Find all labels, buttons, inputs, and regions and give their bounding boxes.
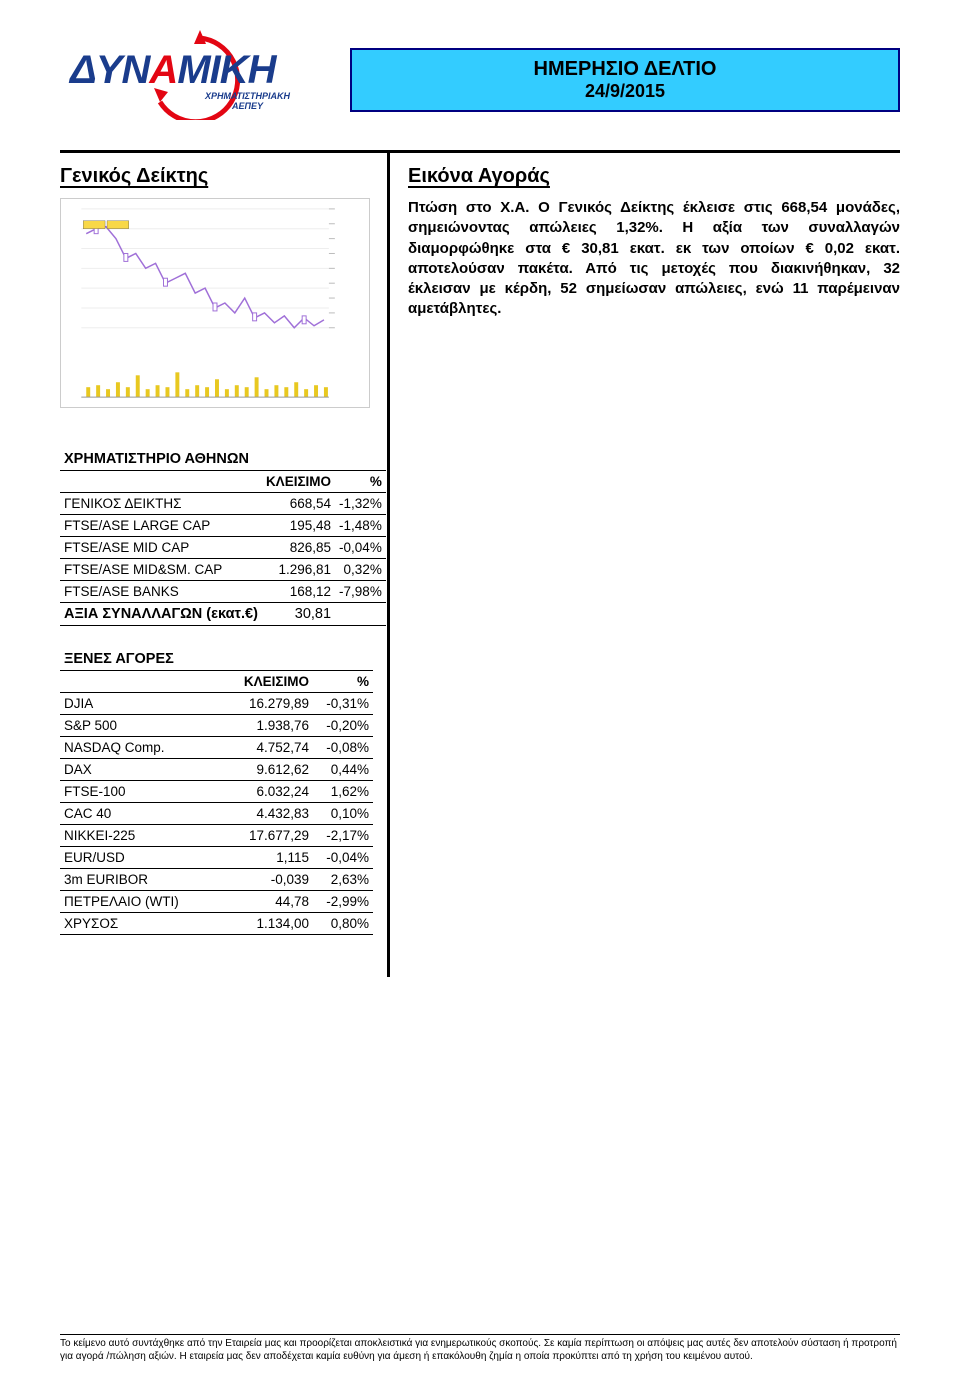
logo-part1: ΔYN bbox=[70, 48, 149, 92]
table-row: CAC 404.432,830,10% bbox=[60, 803, 373, 825]
left-column: Γενικός Δείκτης bbox=[60, 153, 390, 977]
row-close: 1,115 bbox=[233, 847, 313, 869]
table-row: NASDAQ Comp.4.752,74-0,08% bbox=[60, 737, 373, 759]
foreign-table: ΞΕΝΕΣ ΑΓΟΡΕΣ ΚΛΕΙΣΙΜΟ % DJIA16.279,89-0,… bbox=[60, 648, 373, 935]
table-row: FTSE/ASE MID CAP826,85-0,04% bbox=[60, 537, 386, 559]
row-name: DJIA bbox=[60, 693, 233, 715]
row-close: 44,78 bbox=[233, 891, 313, 913]
foreign-col-pct: % bbox=[313, 671, 373, 693]
row-name: NASDAQ Comp. bbox=[60, 737, 233, 759]
table-row: ΠΕΤΡΕΛΑΙΟ (WTI)44,78-2,99% bbox=[60, 891, 373, 913]
row-pct: -0,20% bbox=[313, 715, 373, 737]
company-logo: ΔYNAMIKH ΧΡΗΜΑΤΙΣΤΗΡΙΑΚΗ ΑΕΠΕΥ bbox=[60, 30, 320, 130]
table-row: DJIA16.279,89-0,31% bbox=[60, 693, 373, 715]
row-pct: 0,80% bbox=[313, 913, 373, 935]
row-pct: 0,32% bbox=[335, 559, 386, 581]
athens-footer-close: 30,81 bbox=[262, 603, 335, 626]
athens-header-row: ΚΛΕΙΣΙΜΟ % bbox=[60, 471, 386, 493]
general-index-heading: Γενικός Δείκτης bbox=[60, 165, 373, 188]
bulletin-date: 24/9/2015 bbox=[352, 81, 898, 102]
table-row: NIKKEI-22517.677,29-2,17% bbox=[60, 825, 373, 847]
athens-table: ΧΡΗΜΑΤΙΣΤΗΡΙΟ ΑΘΗΝΩΝ ΚΛΕΙΣΙΜΟ % ΓΕΝΙΚΟΣ … bbox=[60, 448, 386, 626]
logo-text: ΔYNAMIKH bbox=[70, 48, 276, 93]
row-close: 4.432,83 bbox=[233, 803, 313, 825]
row-name: DAX bbox=[60, 759, 233, 781]
row-pct: -1,48% bbox=[335, 515, 386, 537]
table-row: FTSE/ASE BANKS168,12-7,98% bbox=[60, 581, 386, 603]
row-close: 6.032,24 bbox=[233, 781, 313, 803]
row-pct: -2,17% bbox=[313, 825, 373, 847]
table-row: ΓΕΝΙΚΟΣ ΔΕΙΚΤΗΣ668,54-1,32% bbox=[60, 493, 386, 515]
table-row: EUR/USD1,115-0,04% bbox=[60, 847, 373, 869]
row-name: FTSE-100 bbox=[60, 781, 233, 803]
row-pct: -2,99% bbox=[313, 891, 373, 913]
athens-col-pct: % bbox=[335, 471, 386, 493]
athens-title-row: ΧΡΗΜΑΤΙΣΤΗΡΙΟ ΑΘΗΝΩΝ bbox=[60, 448, 386, 471]
row-name: 3m EURIBOR bbox=[60, 869, 233, 891]
row-name: S&P 500 bbox=[60, 715, 233, 737]
row-pct: -0,04% bbox=[335, 537, 386, 559]
bulletin-title: ΗΜΕΡΗΣΙΟ ΔΕΛΤΙΟ bbox=[352, 58, 898, 81]
row-close: 195,48 bbox=[262, 515, 335, 537]
row-close: 9.612,62 bbox=[233, 759, 313, 781]
logo-part3: MIKH bbox=[177, 48, 275, 92]
table-row: S&P 5001.938,76-0,20% bbox=[60, 715, 373, 737]
market-picture-heading: Εικόνα Αγοράς bbox=[408, 165, 900, 188]
row-name: FTSE/ASE MID CAP bbox=[60, 537, 262, 559]
market-summary: Πτώση στο Χ.Α. Ο Γενικός Δείκτης έκλεισε… bbox=[408, 198, 900, 320]
right-column: Εικόνα Αγοράς Πτώση στο Χ.Α. Ο Γενικός Δ… bbox=[390, 153, 900, 977]
row-name: CAC 40 bbox=[60, 803, 233, 825]
row-pct: 0,10% bbox=[313, 803, 373, 825]
table-row: ΧΡΥΣΟΣ1.134,000,80% bbox=[60, 913, 373, 935]
athens-footer-pct bbox=[335, 603, 386, 626]
row-close: 1.134,00 bbox=[233, 913, 313, 935]
row-close: 17.677,29 bbox=[233, 825, 313, 847]
table-row: FTSE/ASE LARGE CAP195,48-1,48% bbox=[60, 515, 386, 537]
table-row: FTSE/ASE MID&SM. CAP1.296,810,32% bbox=[60, 559, 386, 581]
row-name: EUR/USD bbox=[60, 847, 233, 869]
row-pct: 1,62% bbox=[313, 781, 373, 803]
row-pct: -0,31% bbox=[313, 693, 373, 715]
row-close: 168,12 bbox=[262, 581, 335, 603]
table-row: 3m EURIBOR-0,0392,63% bbox=[60, 869, 373, 891]
table-row: DAX9.612,620,44% bbox=[60, 759, 373, 781]
foreign-title-row: ΞΕΝΕΣ ΑΓΟΡΕΣ bbox=[60, 648, 373, 671]
body-columns: Γενικός Δείκτης bbox=[60, 150, 900, 977]
athens-title: ΧΡΗΜΑΤΙΣΤΗΡΙΟ ΑΘΗΝΩΝ bbox=[60, 448, 262, 471]
header: ΔYNAMIKH ΧΡΗΜΑΤΙΣΤΗΡΙΑΚΗ ΑΕΠΕΥ ΗΜΕΡΗΣΙΟ … bbox=[60, 30, 900, 130]
row-close: -0,039 bbox=[233, 869, 313, 891]
row-name: FTSE/ASE LARGE CAP bbox=[60, 515, 262, 537]
row-pct: 2,63% bbox=[313, 869, 373, 891]
logo-part2: A bbox=[149, 48, 177, 92]
table-row: FTSE-1006.032,241,62% bbox=[60, 781, 373, 803]
bulletin-title-box: ΗΜΕΡΗΣΙΟ ΔΕΛΤΙΟ 24/9/2015 bbox=[350, 48, 900, 112]
athens-footer-name: ΑΞΙΑ ΣΥΝΑΛΛΑΓΩΝ (εκατ.€) bbox=[60, 603, 262, 626]
row-name: FTSE/ASE BANKS bbox=[60, 581, 262, 603]
row-close: 16.279,89 bbox=[233, 693, 313, 715]
row-close: 1.296,81 bbox=[262, 559, 335, 581]
index-chart-thumbnail bbox=[60, 198, 370, 408]
row-name: ΧΡΥΣΟΣ bbox=[60, 913, 233, 935]
logo-subtitle: ΧΡΗΜΑΤΙΣΤΗΡΙΑΚΗ ΑΕΠΕΥ bbox=[205, 92, 290, 112]
foreign-header-row: ΚΛΕΙΣΙΜΟ % bbox=[60, 671, 373, 693]
row-name: ΠΕΤΡΕΛΑΙΟ (WTI) bbox=[60, 891, 233, 913]
row-pct: 0,44% bbox=[313, 759, 373, 781]
row-name: NIKKEI-225 bbox=[60, 825, 233, 847]
foreign-title: ΞΕΝΕΣ ΑΓΟΡΕΣ bbox=[60, 648, 233, 671]
row-pct: -0,04% bbox=[313, 847, 373, 869]
row-pct: -7,98% bbox=[335, 581, 386, 603]
row-close: 1.938,76 bbox=[233, 715, 313, 737]
athens-col-close: ΚΛΕΙΣΙΜΟ bbox=[262, 471, 335, 493]
row-name: ΓΕΝΙΚΟΣ ΔΕΙΚΤΗΣ bbox=[60, 493, 262, 515]
row-name: FTSE/ASE MID&SM. CAP bbox=[60, 559, 262, 581]
row-pct: -1,32% bbox=[335, 493, 386, 515]
row-close: 668,54 bbox=[262, 493, 335, 515]
foreign-col-close: ΚΛΕΙΣΙΜΟ bbox=[233, 671, 313, 693]
row-close: 826,85 bbox=[262, 537, 335, 559]
row-pct: -0,08% bbox=[313, 737, 373, 759]
disclaimer-footer: Το κείμενο αυτό συντάχθηκε από την Εταιρ… bbox=[60, 1334, 900, 1363]
athens-footer-row: ΑΞΙΑ ΣΥΝΑΛΛΑΓΩΝ (εκατ.€) 30,81 bbox=[60, 603, 386, 626]
row-close: 4.752,74 bbox=[233, 737, 313, 759]
